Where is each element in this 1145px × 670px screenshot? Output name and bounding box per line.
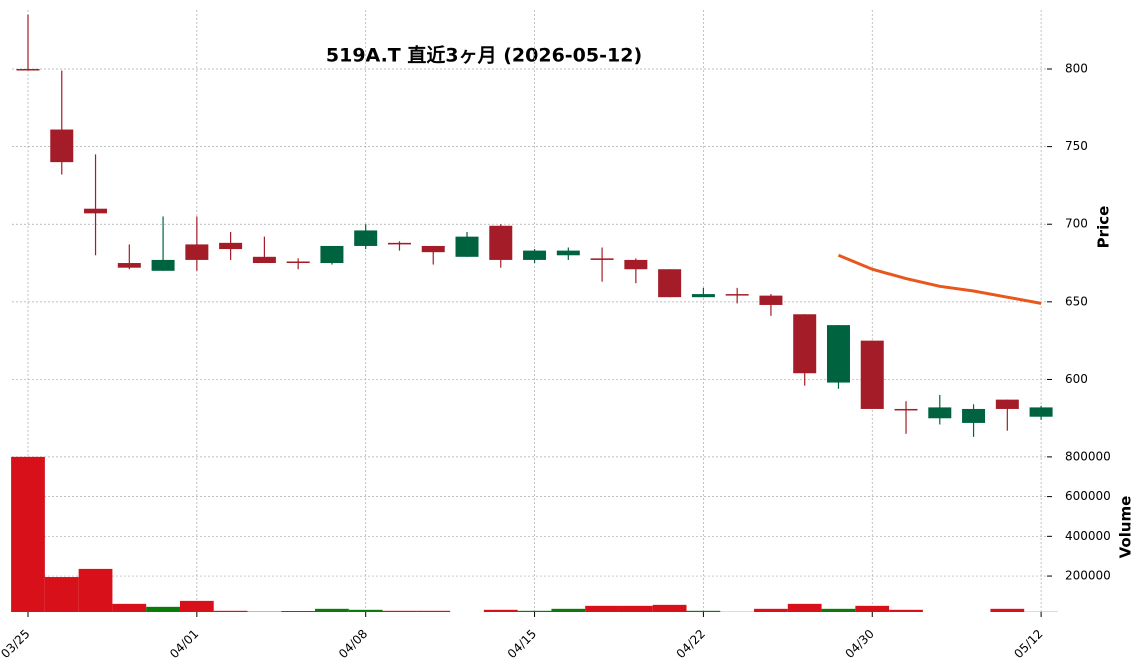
candle-body	[556, 250, 580, 256]
y-tick-label: 800000	[1065, 449, 1111, 463]
volume-bar	[821, 608, 856, 612]
x-tick-label: 05/12	[1011, 627, 1045, 661]
volume-axis-label: Volume	[1117, 496, 1135, 559]
volume-bar	[179, 600, 214, 612]
volume-bar	[787, 603, 822, 612]
volume-bar	[754, 608, 788, 612]
candle-body	[658, 269, 682, 298]
volume-bar	[11, 456, 45, 612]
volume-bar	[990, 608, 1025, 612]
volume-bar	[517, 610, 552, 612]
x-tick-label: 03/25	[0, 627, 33, 661]
volume-bar	[416, 610, 451, 612]
volume-bar	[483, 609, 518, 612]
x-tick-label: 04/08	[336, 627, 370, 661]
candle-body	[725, 294, 749, 296]
candle-body	[894, 408, 918, 411]
volume-bar	[281, 611, 316, 612]
y-tick-label: 700	[1065, 217, 1088, 231]
volume-bar	[44, 577, 79, 612]
chart-title: 519A.T 直近3ヶ月 (2026-05-12)	[326, 44, 642, 67]
volume-bar	[382, 610, 417, 612]
x-tick-label: 04/22	[674, 627, 708, 661]
volume-bar	[315, 608, 349, 612]
candle-body	[826, 325, 850, 383]
volume-bar	[146, 606, 180, 612]
candle-body	[489, 225, 513, 260]
y-axis-label: Price	[1095, 206, 1113, 249]
candle-body	[320, 245, 344, 264]
candle-body	[962, 408, 986, 423]
volume-bar	[889, 609, 923, 612]
candle-body	[354, 230, 378, 246]
volume-bar	[652, 604, 687, 612]
volume-bar	[78, 568, 113, 612]
volume-bar	[112, 603, 147, 612]
y-tick-label: 650	[1065, 294, 1088, 308]
candle-body	[387, 242, 411, 245]
candle-body	[16, 68, 40, 71]
y-tick-label: 800	[1065, 61, 1088, 75]
candle-body	[1029, 407, 1053, 417]
y-tick-label: 400000	[1065, 529, 1111, 543]
volume-bar	[348, 609, 383, 612]
volume-bar	[213, 610, 248, 612]
candle-body	[523, 250, 547, 260]
candle-body	[691, 294, 715, 298]
y-tick-label: 750	[1065, 139, 1088, 153]
y-tick-label: 600	[1065, 372, 1088, 386]
candle-body	[455, 236, 479, 257]
x-tick-label: 04/01	[167, 627, 201, 661]
y-tick-label: 600000	[1065, 489, 1111, 503]
candle-body	[151, 259, 175, 271]
candle-body	[928, 407, 952, 419]
candle-body	[84, 208, 108, 214]
candle-body	[860, 340, 884, 409]
candle-body	[793, 314, 817, 374]
candle-body	[624, 259, 648, 270]
candle-body	[117, 263, 141, 268]
y-tick-label: 200000	[1065, 569, 1111, 583]
volume-bar	[618, 605, 653, 612]
x-tick-label: 04/15	[505, 627, 539, 661]
candle-body	[286, 261, 310, 264]
volume-bar	[585, 605, 619, 612]
moving-average-line	[837, 253, 1042, 305]
x-tick-label: 04/30	[842, 627, 876, 661]
volume-bar	[855, 605, 890, 612]
volume-bar	[686, 610, 721, 612]
volume-bar	[551, 608, 586, 612]
candle-body	[252, 256, 276, 264]
candle-body	[759, 295, 783, 305]
candle-body	[995, 399, 1019, 409]
candle-body	[185, 244, 209, 260]
candle-body	[50, 129, 74, 163]
candle-body	[421, 245, 445, 253]
candle-body	[219, 242, 243, 250]
candle-body	[590, 258, 614, 260]
